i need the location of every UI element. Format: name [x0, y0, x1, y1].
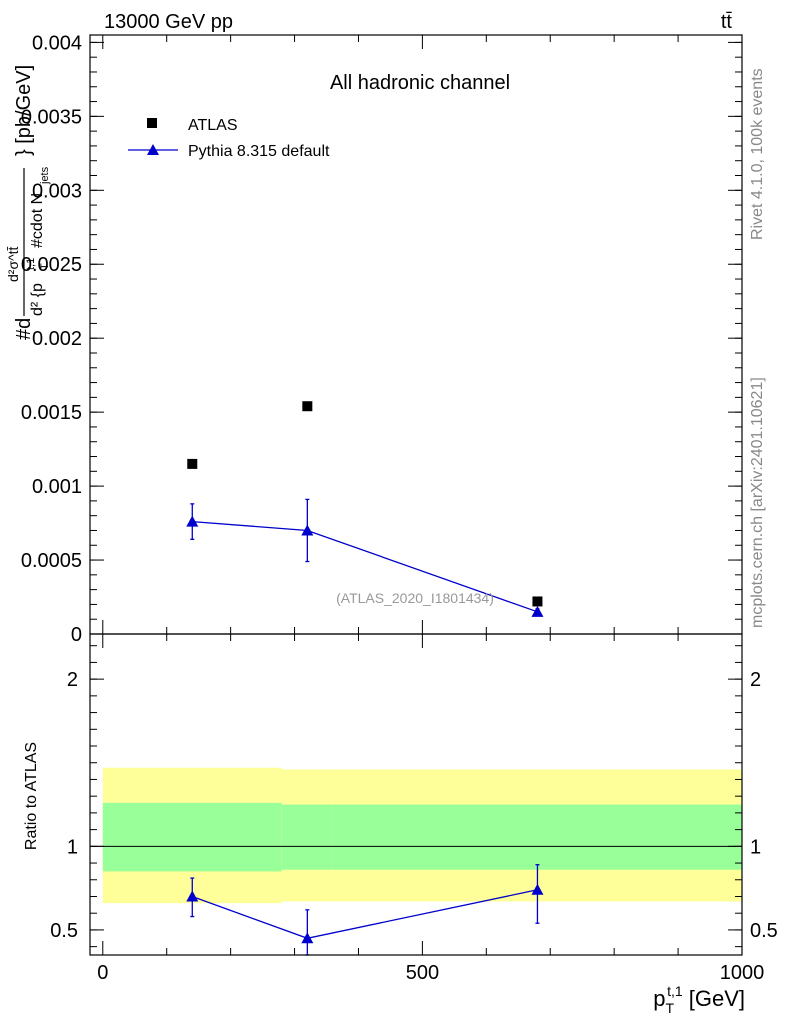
- main-y-tick-label: 0.0005: [21, 550, 82, 572]
- main-y-tick-label: 0.001: [32, 476, 82, 498]
- rivet-version-label: Rivet 4.1.0, 100k events: [749, 68, 766, 240]
- main-y-tick-label: 0.0025: [21, 254, 82, 276]
- legend-mc-label: Pythia 8.315 default: [188, 143, 330, 160]
- x-tick-label: 1000: [720, 962, 765, 984]
- main-y-tick-labels: 0 0.0005 0.001 0.0015 0.002 0.0025 0.003 0.0035…: [21, 32, 82, 646]
- ylabel-hash-d: #d: [13, 318, 35, 340]
- ratio-x-tick-labels: 0 500 1000: [97, 962, 764, 984]
- ratio-y-tick-label-right: 1: [750, 836, 761, 858]
- main-y-tick-label: 0.003: [32, 180, 82, 202]
- main-y-axis-label: #d d²σ^tt̄ d² {p T t,1 #cdot N jets } [p…: [5, 65, 51, 340]
- legend-mc-marker: [147, 144, 159, 155]
- main-y-tick-label: 0.004: [32, 32, 82, 54]
- main-panel: 0 0.0005 0.001 0.0015 0.002 0.0025 0.003 0.0035…: [5, 32, 743, 646]
- ratio-y-tick-label-right: 0.5: [750, 920, 778, 942]
- ratio-y-tick-label: 0.5: [50, 920, 78, 942]
- legend: ATLAS Pythia 8.315 default: [128, 117, 330, 160]
- ratio-plot-area: [90, 767, 742, 956]
- main-y-tick-label: 0.0035: [21, 106, 82, 128]
- ratio-y-tick-label: 1: [67, 836, 78, 858]
- atlas-point: [532, 596, 543, 607]
- ratio-panel: 0.5 0.5 1 1 2 2 0 500 1000 Ratio to ATLAS pTt,1…: [23, 633, 778, 1016]
- x-axis-label: pTt,1 [GeV]: [653, 983, 745, 1016]
- legend-atlas-marker: [147, 118, 157, 128]
- ylabel-cdot-n: #cdot N: [29, 193, 46, 248]
- analysis-tag: (ATLAS_2020_I1801434): [336, 590, 494, 606]
- mc-point: [531, 605, 544, 617]
- ratio-y-tick-label-right: 2: [750, 669, 761, 691]
- ratio-frame: [89, 633, 743, 956]
- main-y-tick-label: 0.002: [32, 328, 82, 350]
- atlas-point: [187, 458, 198, 469]
- main-y-tick-label: 0: [71, 624, 82, 646]
- ratio-y-axis-label: Ratio to ATLAS: [23, 742, 40, 850]
- ratio-y-tick-labels: 0.5 0.5 1 1 2 2: [50, 669, 778, 942]
- main-y-tick-label: 0.0015: [21, 402, 82, 424]
- ylabel-denominator: d² {p: [29, 283, 46, 316]
- ratio-band-inner: [102, 802, 282, 872]
- mcplots-label: mcplots.cern.ch [arXiv:2401.10621]: [749, 377, 766, 628]
- ylabel-sup-t1: t,1: [25, 258, 37, 270]
- ratio-band-inner: [332, 804, 742, 870]
- legend-atlas-label: ATLAS: [188, 117, 238, 134]
- ratio-mc-point: [531, 883, 544, 895]
- x-tick-label: 500: [406, 962, 439, 984]
- ratio-band-inner: [281, 804, 333, 870]
- ylabel-sub-t: T: [39, 263, 51, 270]
- ratio-y-tick-label: 2: [67, 669, 78, 691]
- mc-point: [301, 524, 314, 536]
- mc-point: [186, 515, 199, 527]
- ylabel-numerator: d²σ^tt̄: [5, 246, 21, 282]
- ratio-mc-point: [301, 932, 314, 944]
- main-plot-area: [186, 401, 544, 617]
- atlas-point: [302, 401, 313, 412]
- x-tick-label: 0: [97, 962, 108, 984]
- process-label: tt̄: [721, 11, 733, 33]
- main-title: All hadronic channel: [330, 72, 510, 94]
- ylabel-sub-jets: jets: [39, 166, 51, 185]
- ylabel-units: } [pb/GeV]: [13, 65, 35, 156]
- energy-label: 13000 GeV pp: [104, 11, 233, 33]
- ratio-mc-point: [186, 890, 199, 902]
